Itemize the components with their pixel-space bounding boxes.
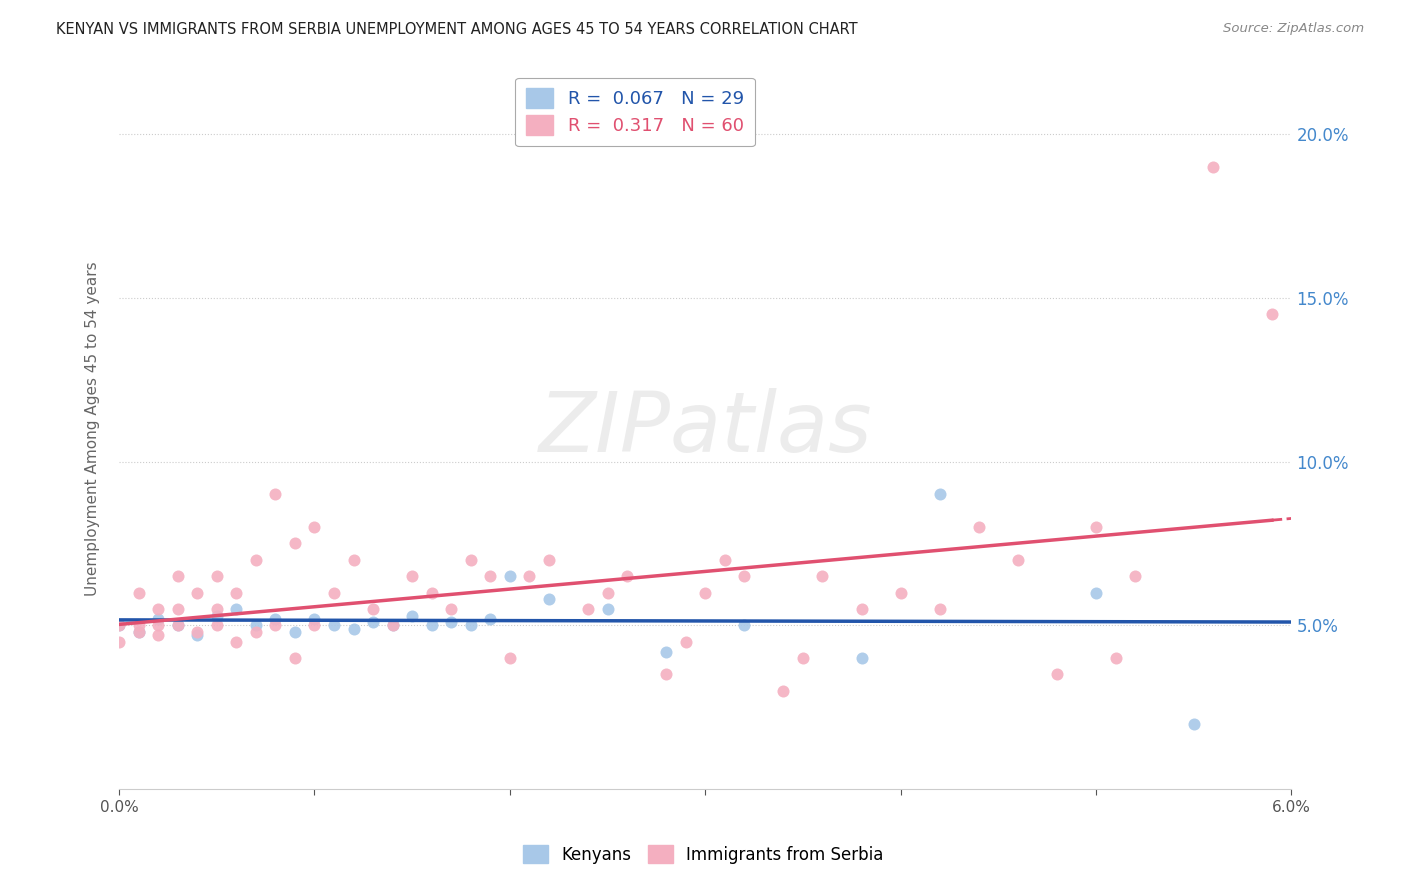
- Point: [166, 569, 188, 583]
- Point: [460, 553, 482, 567]
- Point: [205, 602, 228, 616]
- Point: [284, 651, 307, 665]
- Point: [460, 618, 482, 632]
- Y-axis label: Unemployment Among Ages 45 to 54 years: Unemployment Among Ages 45 to 54 years: [86, 261, 100, 596]
- Point: [733, 618, 755, 632]
- Point: [225, 602, 247, 616]
- Point: [128, 624, 150, 639]
- Point: [186, 585, 208, 599]
- Point: [304, 612, 326, 626]
- Point: [655, 644, 678, 658]
- Point: [967, 520, 990, 534]
- Point: [342, 553, 364, 567]
- Point: [440, 602, 463, 616]
- Point: [146, 628, 169, 642]
- Point: [499, 651, 522, 665]
- Point: [851, 651, 873, 665]
- Legend: Kenyans, Immigrants from Serbia: Kenyans, Immigrants from Serbia: [516, 838, 890, 871]
- Point: [596, 602, 619, 616]
- Point: [1261, 307, 1284, 321]
- Point: [108, 618, 131, 632]
- Text: Source: ZipAtlas.com: Source: ZipAtlas.com: [1223, 22, 1364, 36]
- Point: [851, 602, 873, 616]
- Point: [361, 602, 384, 616]
- Point: [128, 585, 150, 599]
- Point: [1085, 520, 1108, 534]
- Point: [225, 585, 247, 599]
- Point: [245, 624, 267, 639]
- Point: [537, 553, 560, 567]
- Point: [1007, 553, 1029, 567]
- Point: [695, 585, 717, 599]
- Point: [186, 624, 208, 639]
- Point: [225, 634, 247, 648]
- Point: [304, 618, 326, 632]
- Point: [323, 585, 346, 599]
- Point: [1123, 569, 1146, 583]
- Point: [128, 624, 150, 639]
- Point: [284, 536, 307, 550]
- Point: [361, 615, 384, 629]
- Point: [537, 592, 560, 607]
- Point: [284, 624, 307, 639]
- Point: [245, 618, 267, 632]
- Point: [1085, 585, 1108, 599]
- Point: [323, 618, 346, 632]
- Point: [675, 634, 697, 648]
- Point: [1182, 716, 1205, 731]
- Point: [264, 612, 287, 626]
- Point: [381, 618, 404, 632]
- Point: [440, 615, 463, 629]
- Point: [772, 684, 794, 698]
- Point: [166, 618, 188, 632]
- Point: [1202, 160, 1225, 174]
- Point: [381, 618, 404, 632]
- Point: [1046, 667, 1069, 681]
- Point: [108, 634, 131, 648]
- Point: [1104, 651, 1126, 665]
- Point: [205, 608, 228, 623]
- Point: [733, 569, 755, 583]
- Point: [596, 585, 619, 599]
- Point: [655, 667, 678, 681]
- Point: [401, 569, 423, 583]
- Legend: R =  0.067   N = 29, R =  0.317   N = 60: R = 0.067 N = 29, R = 0.317 N = 60: [515, 78, 755, 146]
- Point: [146, 612, 169, 626]
- Point: [166, 618, 188, 632]
- Text: ZIPatlas: ZIPatlas: [538, 388, 872, 469]
- Point: [342, 622, 364, 636]
- Point: [479, 612, 502, 626]
- Point: [304, 520, 326, 534]
- Point: [928, 602, 950, 616]
- Point: [128, 618, 150, 632]
- Point: [519, 569, 541, 583]
- Text: KENYAN VS IMMIGRANTS FROM SERBIA UNEMPLOYMENT AMONG AGES 45 TO 54 YEARS CORRELAT: KENYAN VS IMMIGRANTS FROM SERBIA UNEMPLO…: [56, 22, 858, 37]
- Point: [205, 618, 228, 632]
- Point: [928, 487, 950, 501]
- Point: [146, 618, 169, 632]
- Point: [245, 553, 267, 567]
- Point: [890, 585, 912, 599]
- Point: [264, 618, 287, 632]
- Point: [714, 553, 737, 567]
- Point: [186, 628, 208, 642]
- Point: [205, 569, 228, 583]
- Point: [499, 569, 522, 583]
- Point: [616, 569, 638, 583]
- Point: [264, 487, 287, 501]
- Point: [811, 569, 834, 583]
- Point: [479, 569, 502, 583]
- Point: [792, 651, 814, 665]
- Point: [401, 608, 423, 623]
- Point: [576, 602, 599, 616]
- Point: [420, 585, 443, 599]
- Point: [146, 602, 169, 616]
- Point: [420, 618, 443, 632]
- Point: [166, 602, 188, 616]
- Point: [108, 618, 131, 632]
